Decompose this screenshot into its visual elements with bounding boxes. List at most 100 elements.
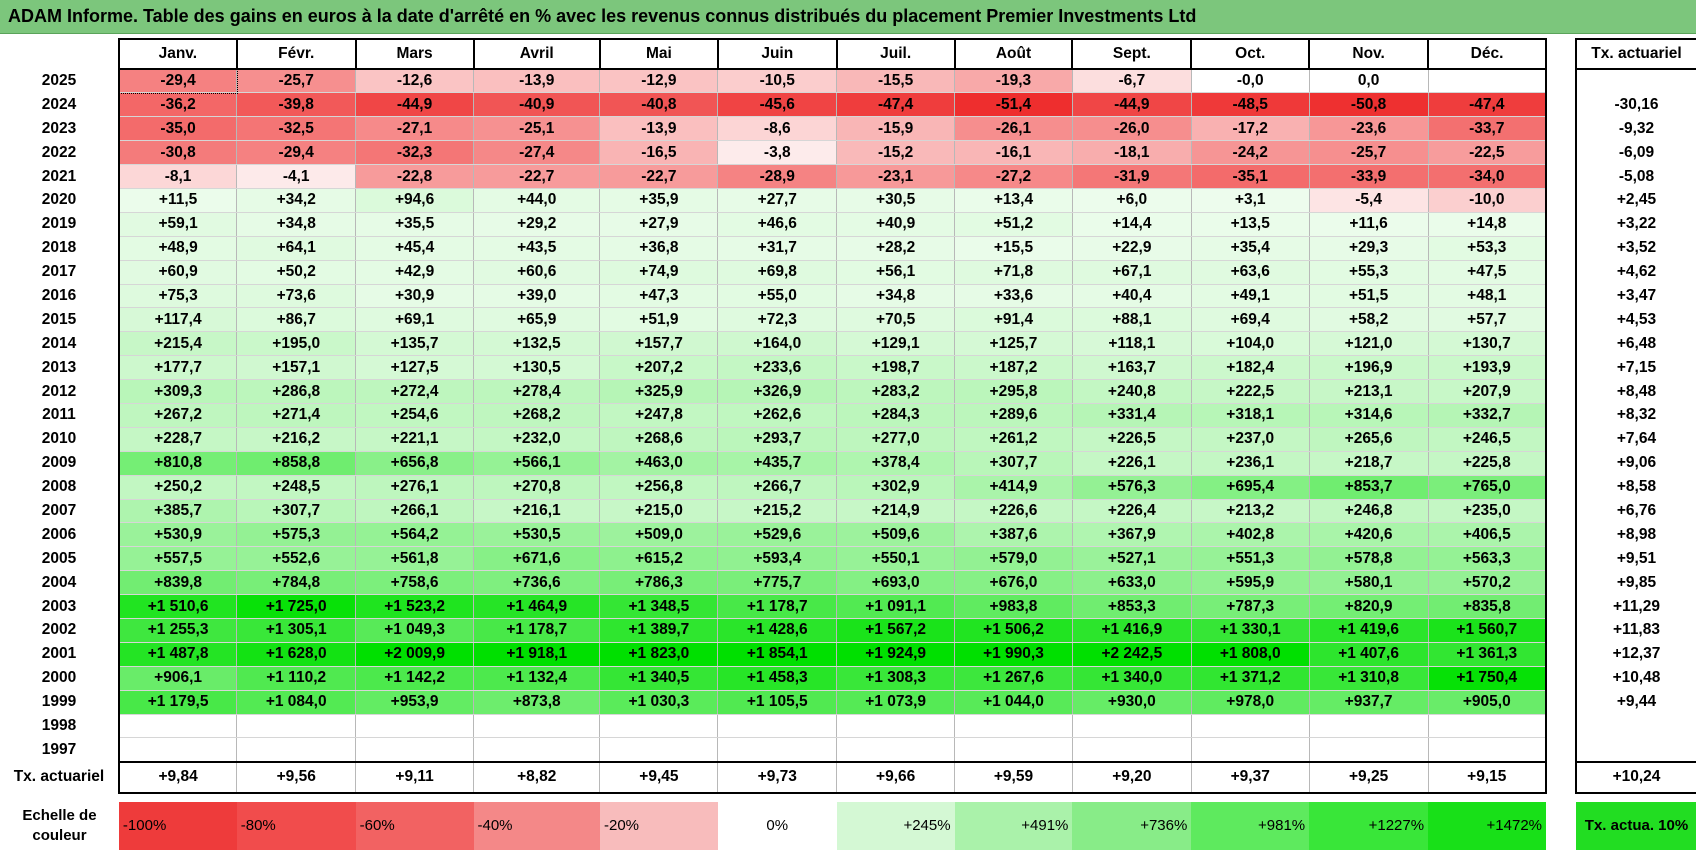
gain-cell[interactable]: -47,4 bbox=[1427, 92, 1547, 118]
gain-cell[interactable]: +94,6 bbox=[355, 187, 474, 213]
gain-cell[interactable]: +1 371,2 bbox=[1190, 665, 1310, 691]
gain-cell[interactable]: +1 506,2 bbox=[954, 617, 1073, 643]
gain-cell[interactable]: -27,4 bbox=[472, 140, 601, 166]
gain-cell[interactable]: -23,6 bbox=[1308, 116, 1429, 142]
gain-cell[interactable]: +332,7 bbox=[1427, 402, 1547, 428]
gain-cell[interactable]: +236,1 bbox=[1190, 450, 1310, 476]
gain-cell[interactable]: +228,7 bbox=[117, 426, 238, 452]
gain-cell[interactable]: +765,0 bbox=[1427, 474, 1547, 500]
gain-cell[interactable]: +270,8 bbox=[472, 474, 601, 500]
gain-cell[interactable]: +135,7 bbox=[355, 331, 474, 357]
gain-cell[interactable]: +331,4 bbox=[1071, 402, 1192, 428]
gain-cell[interactable]: -26,1 bbox=[954, 116, 1073, 142]
gain-cell[interactable]: +214,9 bbox=[836, 498, 956, 524]
gain-cell[interactable]: +73,6 bbox=[236, 283, 357, 309]
gain-cell[interactable]: +530,5 bbox=[472, 522, 601, 548]
gain-cell[interactable]: +314,6 bbox=[1308, 402, 1429, 428]
gain-cell[interactable]: -27,1 bbox=[355, 116, 474, 142]
gain-cell[interactable]: +261,2 bbox=[954, 426, 1073, 452]
gain-cell[interactable]: +1 110,2 bbox=[236, 665, 357, 691]
gain-cell[interactable]: +1 750,4 bbox=[1427, 665, 1547, 691]
gain-cell[interactable]: +34,8 bbox=[836, 283, 956, 309]
gain-cell[interactable] bbox=[836, 737, 956, 763]
gain-cell[interactable]: +104,0 bbox=[1190, 331, 1310, 357]
gain-cell[interactable]: +48,9 bbox=[117, 235, 238, 261]
gain-cell[interactable]: +27,7 bbox=[717, 187, 838, 213]
gain-cell[interactable]: +86,7 bbox=[236, 307, 357, 333]
gain-cell[interactable]: +14,4 bbox=[1071, 211, 1192, 237]
gain-cell[interactable]: +71,8 bbox=[954, 259, 1073, 285]
gain-cell[interactable]: +1 142,2 bbox=[355, 665, 474, 691]
gain-cell[interactable]: +276,1 bbox=[355, 474, 474, 500]
gain-cell[interactable]: +164,0 bbox=[717, 331, 838, 357]
gain-cell[interactable]: +28,2 bbox=[836, 235, 956, 261]
gain-cell[interactable]: -32,3 bbox=[355, 140, 474, 166]
gain-cell[interactable]: +53,3 bbox=[1427, 235, 1547, 261]
gain-cell[interactable]: +163,7 bbox=[1071, 355, 1192, 381]
gain-cell[interactable]: +978,0 bbox=[1190, 689, 1310, 715]
gain-cell[interactable]: +63,6 bbox=[1190, 259, 1310, 285]
gain-cell[interactable]: +1 808,0 bbox=[1190, 641, 1310, 667]
gain-cell[interactable]: +67,1 bbox=[1071, 259, 1192, 285]
gain-cell[interactable]: +39,0 bbox=[472, 283, 601, 309]
gain-cell[interactable]: +254,6 bbox=[355, 402, 474, 428]
gain-cell[interactable]: -18,1 bbox=[1071, 140, 1192, 166]
gain-cell[interactable] bbox=[355, 713, 474, 739]
gain-cell[interactable]: -32,5 bbox=[236, 116, 357, 142]
gain-cell[interactable]: +226,4 bbox=[1071, 498, 1192, 524]
gain-cell[interactable]: +216,2 bbox=[236, 426, 357, 452]
gain-cell[interactable] bbox=[1427, 68, 1547, 94]
gain-cell[interactable]: +293,7 bbox=[717, 426, 838, 452]
gain-cell[interactable]: -22,5 bbox=[1427, 140, 1547, 166]
gain-cell[interactable]: +930,0 bbox=[1071, 689, 1192, 715]
gain-cell[interactable]: -44,9 bbox=[1071, 92, 1192, 118]
gain-cell[interactable]: +578,8 bbox=[1308, 546, 1429, 572]
gain-cell[interactable]: -31,9 bbox=[1071, 164, 1192, 189]
gain-cell[interactable]: +69,1 bbox=[355, 307, 474, 333]
gain-cell[interactable]: +1 179,5 bbox=[117, 689, 238, 715]
gain-cell[interactable]: +1 340,5 bbox=[599, 665, 719, 691]
gain-cell[interactable]: +233,6 bbox=[717, 355, 838, 381]
gain-cell[interactable]: +1 854,1 bbox=[717, 641, 838, 667]
gain-cell[interactable]: +671,6 bbox=[472, 546, 601, 572]
gain-cell[interactable]: +125,7 bbox=[954, 331, 1073, 357]
gain-cell[interactable]: +295,8 bbox=[954, 379, 1073, 404]
gain-cell[interactable]: +1 487,8 bbox=[117, 641, 238, 667]
gain-cell[interactable]: -29,4 bbox=[236, 140, 357, 166]
gain-cell[interactable]: +226,6 bbox=[954, 498, 1073, 524]
gain-cell[interactable]: +1 044,0 bbox=[954, 689, 1073, 715]
gain-cell[interactable]: +1 267,6 bbox=[954, 665, 1073, 691]
gain-cell[interactable]: +1 361,3 bbox=[1427, 641, 1547, 667]
gain-cell[interactable]: +43,5 bbox=[472, 235, 601, 261]
gain-cell[interactable]: +74,9 bbox=[599, 259, 719, 285]
gain-cell[interactable]: +580,1 bbox=[1308, 570, 1429, 596]
gain-cell[interactable]: +50,2 bbox=[236, 259, 357, 285]
gain-cell[interactable]: +2 242,5 bbox=[1071, 641, 1192, 667]
gain-cell[interactable]: +284,3 bbox=[836, 402, 956, 428]
gain-cell[interactable] bbox=[1071, 737, 1192, 763]
gain-cell[interactable]: +576,3 bbox=[1071, 474, 1192, 500]
gain-cell[interactable]: +2 009,9 bbox=[355, 641, 474, 667]
gain-cell[interactable]: +240,8 bbox=[1071, 379, 1192, 404]
gain-cell[interactable]: +225,8 bbox=[1427, 450, 1547, 476]
gain-cell[interactable]: +551,3 bbox=[1190, 546, 1310, 572]
gain-cell[interactable]: -25,7 bbox=[236, 68, 357, 94]
gain-cell[interactable]: +266,7 bbox=[717, 474, 838, 500]
gain-cell[interactable]: +213,1 bbox=[1308, 379, 1429, 404]
gain-cell[interactable]: +784,8 bbox=[236, 570, 357, 596]
gain-cell[interactable]: +557,5 bbox=[117, 546, 238, 572]
gain-cell[interactable]: +435,7 bbox=[717, 450, 838, 476]
gain-cell[interactable]: +552,6 bbox=[236, 546, 357, 572]
gain-cell[interactable]: +1 330,1 bbox=[1190, 617, 1310, 643]
gain-cell[interactable]: -5,4 bbox=[1308, 187, 1429, 213]
gain-cell[interactable]: +69,4 bbox=[1190, 307, 1310, 333]
gain-cell[interactable]: +11,6 bbox=[1308, 211, 1429, 237]
gain-cell[interactable]: +318,1 bbox=[1190, 402, 1310, 428]
gain-cell[interactable]: +49,1 bbox=[1190, 283, 1310, 309]
gain-cell[interactable]: +59,1 bbox=[117, 211, 238, 237]
gain-cell[interactable]: +367,9 bbox=[1071, 522, 1192, 548]
gain-cell[interactable]: +385,7 bbox=[117, 498, 238, 524]
gain-cell[interactable]: +1 560,7 bbox=[1427, 617, 1547, 643]
gain-cell[interactable]: +267,2 bbox=[117, 402, 238, 428]
gain-cell[interactable]: +839,8 bbox=[117, 570, 238, 596]
